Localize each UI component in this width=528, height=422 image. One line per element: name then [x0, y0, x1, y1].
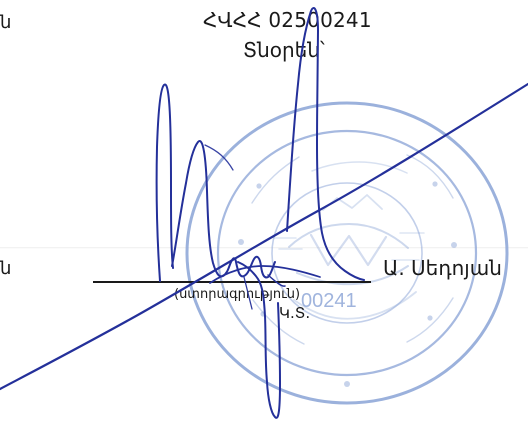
left-fragment-top: ն: [0, 12, 12, 33]
signature-line: [93, 281, 371, 283]
tax-code-line: ՀՎՀՀ 02500241: [203, 8, 372, 32]
company-seal: 00241: [178, 92, 516, 414]
signature-caption: (ստորագրություն): [174, 287, 301, 302]
director-label: Տնօրեն՝: [243, 38, 325, 62]
left-fragment-middle: ն: [0, 258, 12, 279]
director-name: Ա. Սեդոյան: [383, 256, 502, 280]
seal-abbreviation: Կ.Տ.: [279, 304, 311, 322]
